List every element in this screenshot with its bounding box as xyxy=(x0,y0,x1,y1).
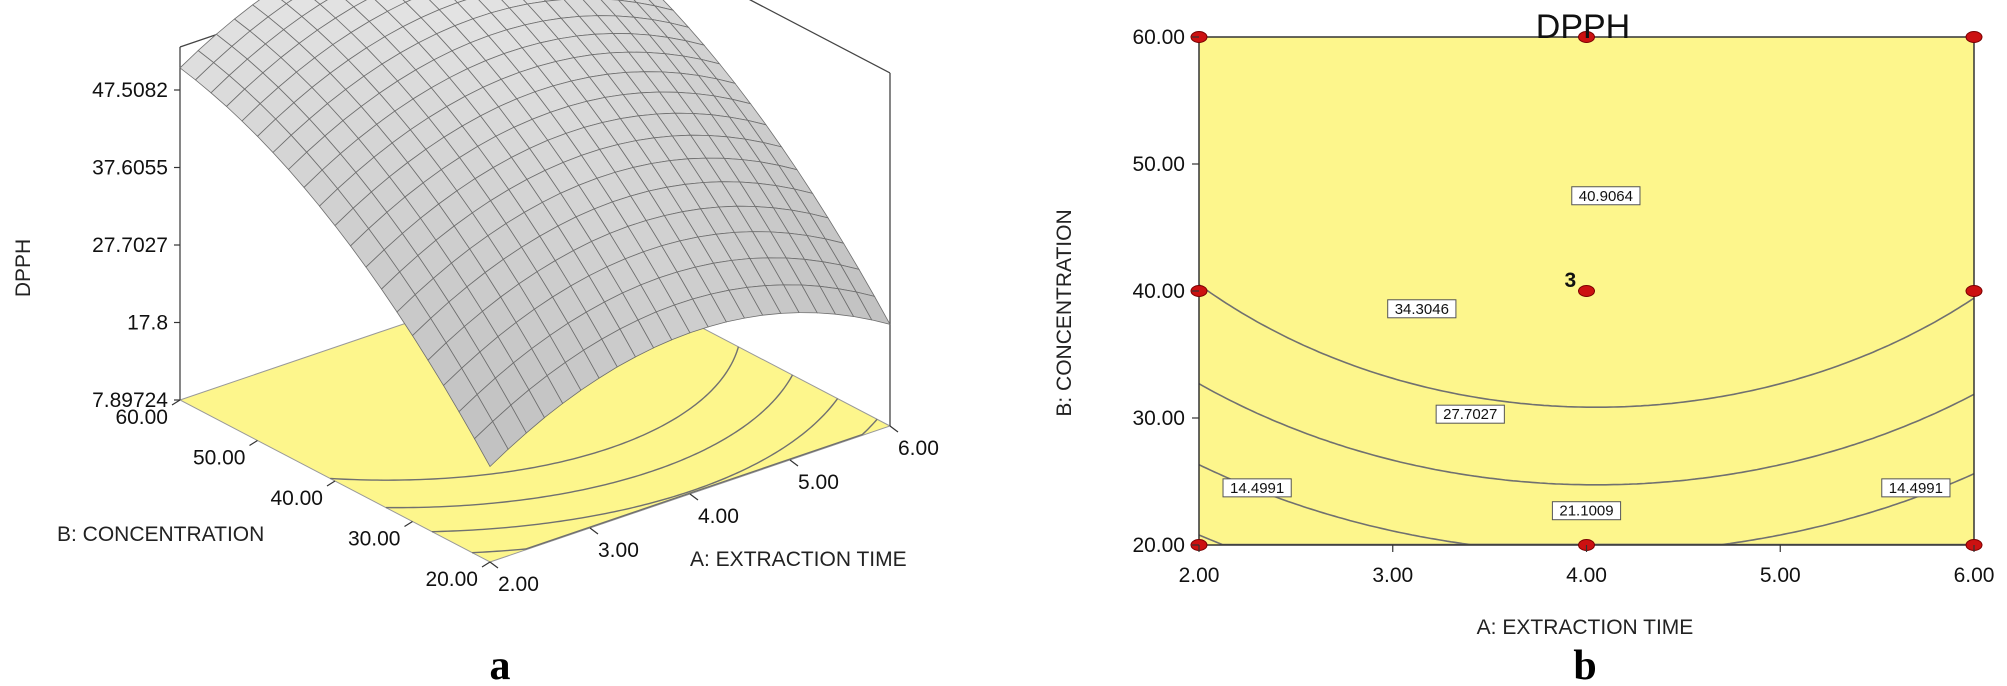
contour-label-box xyxy=(1551,501,1622,521)
design-point xyxy=(1578,31,1595,43)
y-axis-ticks: 20.00 30.00 40.00 50.00 60.00 xyxy=(1132,26,1199,557)
floor-contour-line xyxy=(385,374,794,509)
contour-label-box xyxy=(1435,404,1505,424)
z-tick-label: 27.7027 xyxy=(92,234,168,257)
contour-label-text: 40.9064 xyxy=(1579,188,1633,205)
y-tick-mark xyxy=(404,520,413,528)
z-tick-label: 17.8 xyxy=(127,311,168,334)
contour-label: 21.1009 xyxy=(1551,501,1622,521)
contour-label: 14.4991 xyxy=(1881,478,1951,498)
y-tick-label: 60.00 xyxy=(115,406,168,429)
contour-label-text: 21.1009 xyxy=(1559,503,1613,520)
contour-line xyxy=(1198,383,1975,486)
response-surface-plot: 7.89724 17.8 27.7027 37.6055 47.5082 2.00 3.0… xyxy=(12,0,939,686)
panel-label-b: b xyxy=(1573,643,1596,686)
x-tick-label: 2.00 xyxy=(498,573,539,596)
chart-title: DPPH xyxy=(1536,8,1630,46)
floor-contour-line xyxy=(330,346,740,481)
x-axis-ticks: 2.00 3.00 4.00 5.00 6.00 xyxy=(1179,545,1995,587)
z-axis-label: DPPH xyxy=(12,239,35,297)
y-tick-mark xyxy=(481,561,491,568)
x-tick-label: 2.00 xyxy=(1179,564,1220,587)
x-tick-label: 3.00 xyxy=(598,539,639,562)
x-tick-label: 6.00 xyxy=(898,437,939,460)
x-tick-label: 3.00 xyxy=(1372,564,1413,587)
surface-cell xyxy=(314,0,328,5)
contour-plot: 14.4991 14.4991 21.1009 27.7027 34.3046 40.90… xyxy=(1053,26,1994,686)
floor-contour-line xyxy=(431,398,839,533)
x-tick-mark xyxy=(689,493,699,501)
z-tick-label: 47.5082 xyxy=(92,79,168,102)
contour-label: 40.9064 xyxy=(1571,186,1641,206)
contour-label: 27.7027 xyxy=(1435,404,1505,424)
contour-label-text: 27.7027 xyxy=(1443,406,1497,423)
floor-contours xyxy=(330,346,878,554)
contour-label: 34.3046 xyxy=(1387,299,1457,319)
contour-label-box xyxy=(1387,299,1457,319)
z-tick-label: 7.89724 xyxy=(92,389,168,412)
z-axis-ticks: 7.89724 17.8 27.7027 37.6055 47.5082 xyxy=(92,79,180,412)
x-tick-mark xyxy=(889,425,899,433)
z-tick-label: 37.6055 xyxy=(92,156,168,179)
x-axis-ticks: 2.00 3.00 4.00 5.00 6.00 xyxy=(489,425,939,596)
contour-label-text: 14.4991 xyxy=(1230,480,1284,497)
y-tick-mark xyxy=(171,399,181,406)
contour-line xyxy=(1198,284,1975,409)
design-point xyxy=(1578,285,1595,297)
contour-label-text: 34.3046 xyxy=(1395,301,1449,318)
design-points: 3 xyxy=(1190,31,1983,551)
y-tick-label: 50.00 xyxy=(193,447,246,470)
floor-contour-line xyxy=(472,418,878,554)
x-tick-mark xyxy=(589,527,599,535)
x-tick-label: 6.00 xyxy=(1954,564,1995,587)
y-tick-mark xyxy=(249,439,258,447)
contour-line xyxy=(1198,463,1975,546)
x-tick-label: 5.00 xyxy=(798,471,839,494)
surface-cell xyxy=(281,0,293,5)
y-axis-label: B: CONCENTRATION xyxy=(1053,209,1076,416)
y-tick-label: 40.00 xyxy=(270,487,323,510)
x-tick-label: 4.00 xyxy=(1566,564,1607,587)
y-axis-label: B: CONCENTRATION xyxy=(57,523,264,546)
design-point xyxy=(1965,285,1983,297)
y-tick-label: 30.00 xyxy=(1132,407,1185,430)
contour-label-box xyxy=(1571,186,1641,206)
contour-labels: 14.4991 14.4991 21.1009 27.7027 34.3046 40.90… xyxy=(1222,186,1951,521)
contour-label-text: 14.4991 xyxy=(1889,480,1943,497)
y-axis-ticks: 20.00 30.00 40.00 50.00 60.00 xyxy=(115,399,491,591)
x-tick-mark xyxy=(489,561,499,569)
y-tick-label: 40.00 xyxy=(1132,280,1185,303)
x-axis-label: A: EXTRACTION TIME xyxy=(1477,616,1694,639)
y-tick-mark xyxy=(326,480,336,487)
x-tick-label: 5.00 xyxy=(1760,564,1801,587)
panel-label-a: a xyxy=(490,643,511,686)
design-point-count: 3 xyxy=(1565,269,1577,292)
frame-edge xyxy=(748,0,891,74)
surface-cell xyxy=(855,291,891,325)
x-tick-label: 4.00 xyxy=(698,505,739,528)
x-tick-mark xyxy=(789,459,799,467)
contour-label-box xyxy=(1222,478,1292,498)
y-tick-label: 20.00 xyxy=(1132,534,1185,557)
contour-label-box xyxy=(1881,478,1951,498)
y-tick-label: 50.00 xyxy=(1132,153,1185,176)
contour-lines xyxy=(1198,284,1975,546)
surface-mesh xyxy=(179,0,891,468)
x-axis-label: A: EXTRACTION TIME xyxy=(690,548,907,571)
design-point xyxy=(1965,31,1983,43)
y-tick-label: 20.00 xyxy=(425,568,478,591)
contour-label: 14.4991 xyxy=(1222,478,1292,498)
y-tick-label: 30.00 xyxy=(348,528,401,551)
y-tick-label: 60.00 xyxy=(1132,26,1185,49)
